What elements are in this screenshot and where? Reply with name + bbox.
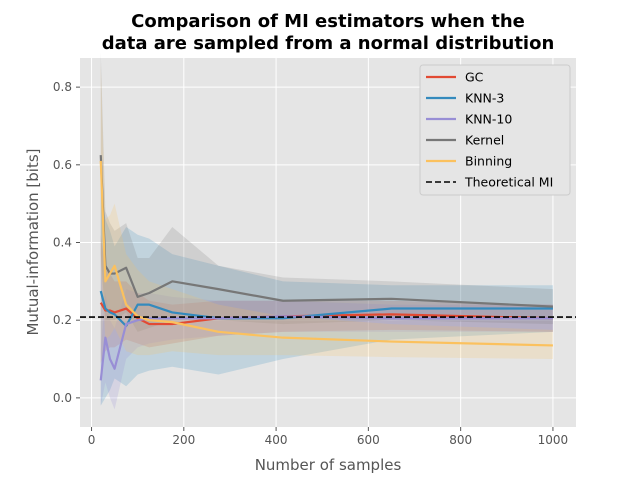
legend-box (419, 64, 571, 196)
y-tick-label: 0.2 (53, 313, 72, 327)
x-axis-label: Number of samples (255, 456, 402, 474)
series-line-binning (99, 160, 553, 347)
legend-label-knn-10: KNN-10 (465, 112, 512, 127)
band-knn-3 (100, 184, 553, 406)
x-tick-label: 600 (357, 433, 380, 447)
legend-label-gc: GC (465, 70, 484, 85)
chart-title-line-1: Comparison of MI estimators when the (131, 11, 525, 32)
x-tick-label: 200 (172, 433, 195, 447)
y-tick-label: 0.8 (53, 80, 72, 94)
x-tick-label: 1000 (538, 433, 569, 447)
band-kernel (100, 52, 553, 332)
band-binning (100, 63, 553, 360)
legend-label-kernel: Kernel (465, 133, 504, 148)
y-axis-ticks: 0.0 0.2 0.4 0.6 0.8 (53, 80, 80, 405)
y-tick-label: 0.4 (53, 236, 72, 250)
x-tick-label: 400 (265, 433, 288, 447)
y-axis-label: Mutual-information [bits] (24, 148, 42, 335)
legend: GC KNN-3 KNN-10 Kernel Binning Theoretical MI (419, 64, 571, 196)
y-tick-label: 0.6 (53, 158, 72, 172)
series-line-kernel (99, 155, 553, 308)
legend-label-binning: Binning (465, 154, 512, 169)
legend-label-theoretical-mi: Theoretical MI (464, 175, 553, 190)
chart-title-line-2: data are sampled from a normal distribut… (102, 33, 555, 54)
x-axis-ticks: 0 200 400 600 800 1000 (88, 427, 568, 447)
x-tick-label: 800 (449, 433, 472, 447)
x-tick-label: 0 (88, 433, 96, 447)
legend-label-knn-3: KNN-3 (465, 91, 504, 106)
y-tick-label: 0.0 (53, 391, 72, 405)
